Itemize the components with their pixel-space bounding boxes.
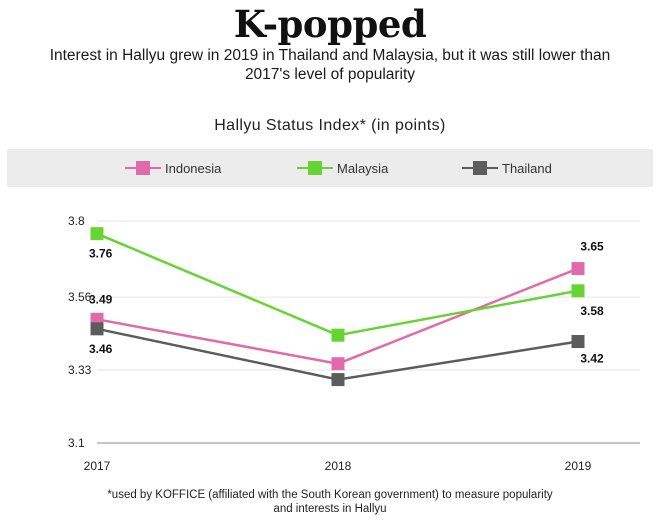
footnote: *used by KOFFICE (affiliated with the So… — [107, 489, 553, 515]
legend-item-indonesia: Indonesia — [125, 149, 221, 187]
data-point-indonesia — [331, 357, 345, 371]
data-point-malaysia — [90, 227, 104, 241]
x-tick-label: 2018 — [325, 459, 352, 473]
series-line-malaysia — [96, 232, 579, 337]
chart-subtitle: Interest in Hallyu grew in 2019 in Thail… — [49, 47, 611, 83]
y-tick-label: 3.8 — [68, 214, 85, 228]
legend-swatch-malaysia — [297, 161, 333, 175]
data-label-thailand: 3.46 — [89, 342, 113, 356]
y-tick-label: 3.1 — [68, 436, 85, 450]
y-tick-label: 3.56 — [68, 290, 92, 304]
data-label-malaysia: 3.76 — [89, 247, 113, 261]
legend-label-malaysia: Malaysia — [337, 160, 389, 176]
chart-title: K-popped — [233, 2, 427, 46]
legend-label-indonesia: Indonesia — [165, 160, 222, 176]
plot-title: Hallyu Status Index* (in points) — [214, 117, 446, 134]
data-point-thailand — [90, 322, 104, 336]
legend: Indonesia Malaysia Thailand — [7, 149, 653, 187]
data-label-indonesia: 3.49 — [89, 292, 113, 306]
series-line-indonesia — [96, 267, 579, 365]
legend-item-thailand: Thailand — [462, 149, 552, 187]
legend-item-malaysia: Malaysia — [297, 149, 388, 187]
data-point-thailand — [571, 335, 585, 349]
data-label-indonesia: 3.65 — [580, 240, 604, 254]
data-label-malaysia: 3.58 — [580, 304, 604, 318]
x-tick-label: 2017 — [84, 459, 111, 473]
data-point-thailand — [331, 373, 345, 387]
x-tick-label: 2019 — [565, 459, 592, 473]
y-tick-label: 3.33 — [68, 363, 92, 377]
legend-swatch-indonesia — [125, 161, 161, 175]
legend-label-thailand: Thailand — [502, 160, 552, 176]
data-point-malaysia — [571, 284, 585, 298]
data-point-indonesia — [571, 262, 585, 276]
data-point-malaysia — [331, 328, 345, 342]
legend-swatch-thailand — [462, 161, 498, 175]
data-label-thailand: 3.42 — [580, 352, 604, 366]
